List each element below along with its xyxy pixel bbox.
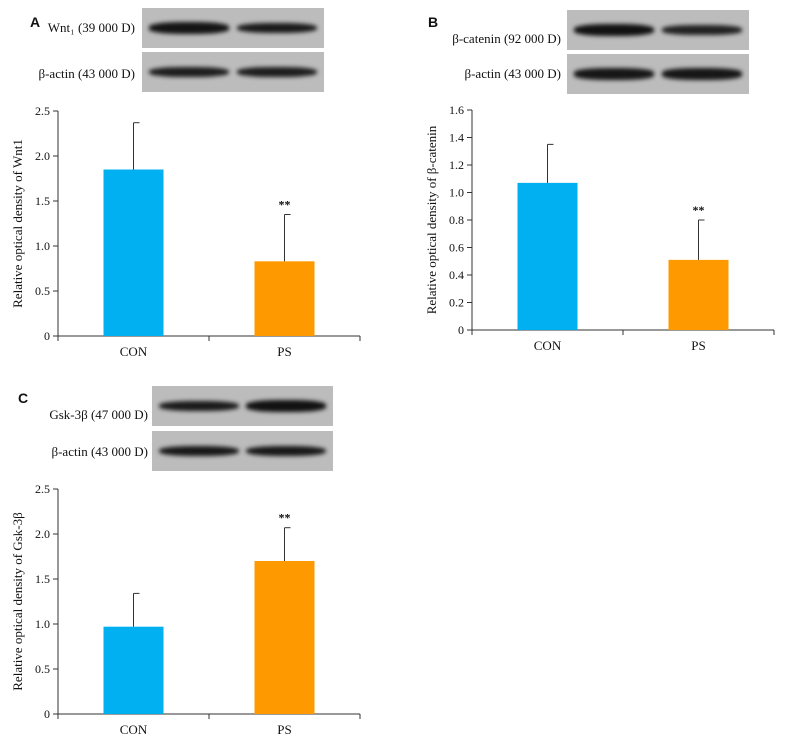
y-tick-label: 2.0 [35, 527, 50, 541]
chart-wnt1: 0 0.5 1.0 1.5 2.0 2.5 CON ** PS Relative optical … [10, 104, 361, 359]
blot-image-actin-a [142, 52, 324, 92]
y-tick-label: 0.6 [449, 241, 464, 255]
blot-actin-b-band-2 [661, 68, 742, 80]
blot-catenin-band-2 [661, 25, 742, 35]
y-tick-label: 0.4 [449, 268, 464, 282]
y-tick-label: 1.0 [449, 186, 464, 200]
y-tick-label: 1.4 [449, 131, 464, 145]
blot-label-actin-b: β-actin (43 000 D) [464, 66, 561, 81]
blot-actin-a-band-1 [149, 66, 230, 78]
blot-wnt1-band-1 [149, 22, 230, 34]
bar-ps [254, 261, 315, 336]
significance-label: ** [279, 198, 291, 212]
blot-gsk-band-1 [159, 400, 239, 412]
bar-ps [254, 561, 315, 714]
y-tick-label: 1.2 [449, 158, 464, 172]
y-axis-title: Relative optical density of β-catenin [424, 125, 439, 314]
bar-con [103, 169, 164, 336]
chart-beta-catenin: 0 0.2 0.4 0.6 0.8 1.0 1.2 1.4 1.6 CON ** PS Relative… [424, 103, 775, 353]
blot-label-wnt1: Wnt₁ (39 000 D) [47, 20, 135, 35]
panel-letter-b: B [428, 14, 439, 30]
y-tick-label: 0.5 [35, 284, 50, 298]
y-tick-label: 1.5 [35, 194, 50, 208]
y-tick-label: 1.5 [35, 572, 50, 586]
blot-actin-b-band-1 [574, 68, 655, 80]
blot-actin-a-band-2 [236, 66, 317, 78]
blot-gsk-band-2 [246, 400, 326, 412]
y-tick-label: 2.5 [35, 482, 50, 496]
y-tick-label: 0 [44, 707, 50, 721]
x-tick-label: CON [534, 338, 562, 353]
blot-label-catenin: β-catenin (92 000 D) [452, 31, 561, 46]
bar-con [103, 626, 164, 714]
blot-actin-c-band-1 [159, 445, 239, 457]
blot-image-gsk [152, 386, 333, 426]
panel-letter-a: A [30, 14, 41, 30]
blot-actin-c-band-2 [246, 445, 326, 457]
bar-con [517, 182, 578, 330]
chart-gsk3b: 0 0.5 1.0 1.5 2.0 2.5 CON ** PS Relative optical … [10, 482, 361, 737]
y-tick-label: 0 [458, 323, 464, 337]
significance-label: ** [693, 203, 705, 217]
blot-image-actin-b [567, 54, 749, 94]
blot-label-gsk: Gsk-3β (47 000 D) [49, 407, 148, 422]
blot-image-wnt1 [142, 8, 324, 48]
blot-image-actin-c [152, 431, 333, 471]
x-tick-label: PS [277, 344, 291, 359]
blot-label-actin-a: β-actin (43 000 D) [38, 66, 135, 81]
y-tick-label: 1.6 [449, 103, 464, 117]
y-tick-label: 2.5 [35, 104, 50, 118]
y-axis-title: Relative optical density of Gsk-3β [10, 512, 25, 691]
y-axis-title: Relative optical density of Wnt1 [10, 139, 25, 308]
blot-label-actin-c: β-actin (43 000 D) [51, 444, 148, 459]
y-tick-label: 0.2 [449, 296, 464, 310]
y-tick-label: 0.5 [35, 662, 50, 676]
x-tick-label: CON [120, 722, 148, 737]
y-tick-label: 0.8 [449, 213, 464, 227]
panel-letter-c: C [18, 390, 29, 406]
y-tick-label: 0 [44, 329, 50, 343]
y-tick-label: 1.0 [35, 239, 50, 253]
x-tick-label: CON [120, 344, 148, 359]
significance-label: ** [279, 511, 291, 525]
blot-image-catenin [567, 10, 749, 50]
bar-ps [668, 259, 729, 330]
x-tick-label: PS [691, 338, 705, 353]
blot-wnt1-band-2 [236, 22, 317, 34]
blot-catenin-band-1 [574, 24, 655, 36]
y-tick-label: 1.0 [35, 617, 50, 631]
y-tick-label: 2.0 [35, 149, 50, 163]
x-tick-label: PS [277, 722, 291, 737]
